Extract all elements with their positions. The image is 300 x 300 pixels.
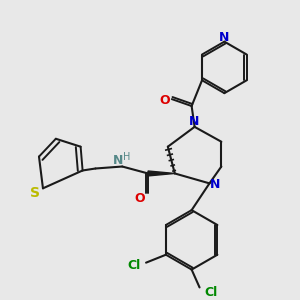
Text: O: O bbox=[160, 94, 170, 106]
Text: Cl: Cl bbox=[205, 286, 218, 299]
Polygon shape bbox=[148, 171, 175, 176]
Text: N: N bbox=[210, 178, 220, 191]
Text: S: S bbox=[30, 186, 40, 200]
Text: Cl: Cl bbox=[128, 259, 141, 272]
Text: O: O bbox=[135, 192, 146, 205]
Text: N: N bbox=[219, 31, 230, 44]
Text: N: N bbox=[113, 154, 124, 167]
Text: H: H bbox=[122, 152, 130, 162]
Text: N: N bbox=[188, 116, 199, 128]
